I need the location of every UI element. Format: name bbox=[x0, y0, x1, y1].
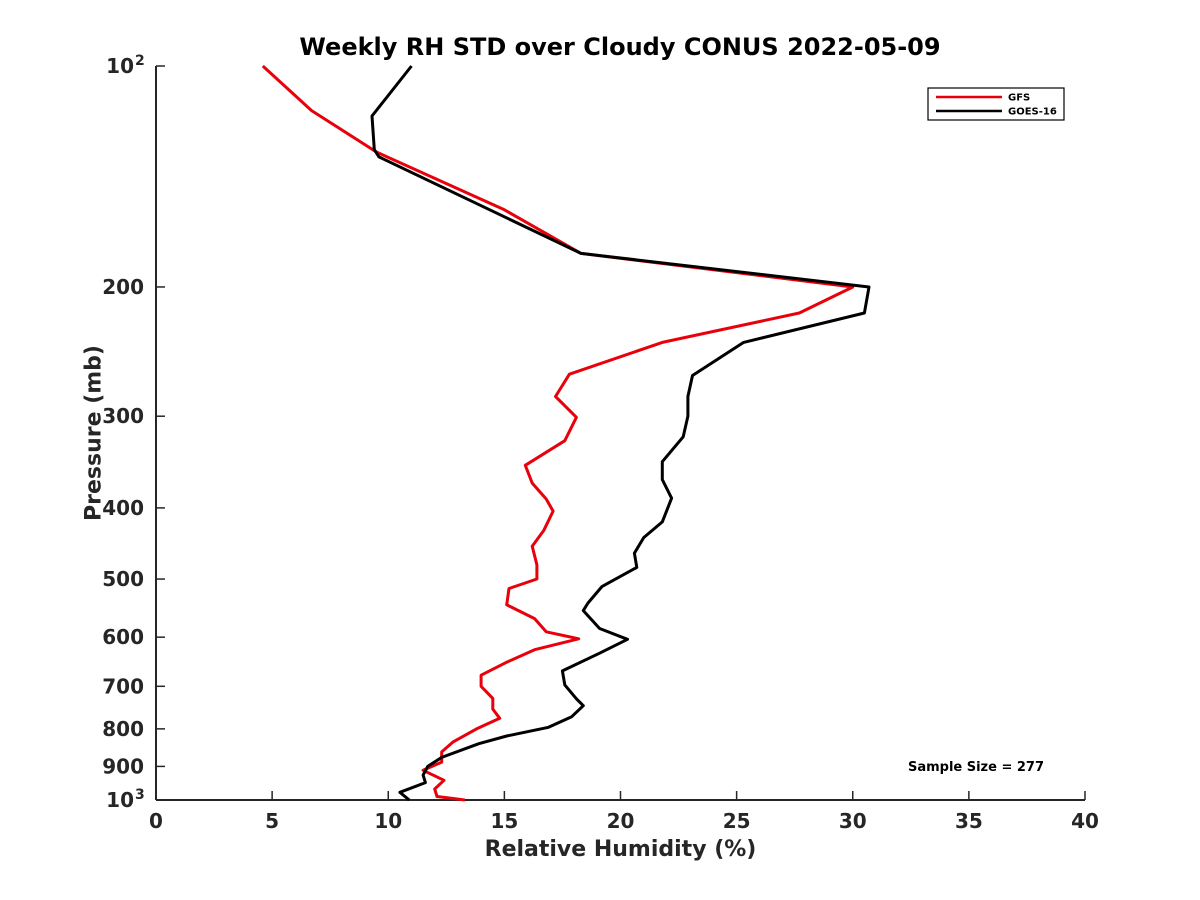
y-tick-label: 10 bbox=[106, 54, 134, 78]
y-tick-label: 500 bbox=[102, 567, 144, 591]
series-line-goes-16 bbox=[370, 65, 871, 802]
x-tick-label: 10 bbox=[374, 809, 402, 833]
sample-size-annotation: Sample Size = 277 bbox=[908, 760, 1044, 775]
y-tick-label: 200 bbox=[102, 275, 144, 299]
y-tick-label: 800 bbox=[102, 717, 144, 741]
series-lines bbox=[261, 64, 871, 802]
legend-label: GOES-16 bbox=[1008, 107, 1057, 118]
x-tick-label: 0 bbox=[149, 809, 163, 833]
x-tick-label: 30 bbox=[839, 809, 867, 833]
legend-label: GFS bbox=[1008, 93, 1030, 104]
x-axis-label: Relative Humidity (%) bbox=[485, 837, 757, 862]
legend: GFS GOES-16 bbox=[927, 87, 1065, 121]
x-tick-label: 40 bbox=[1071, 809, 1099, 833]
y-tick-label: 700 bbox=[102, 674, 144, 698]
y-tick-label: 300 bbox=[102, 404, 144, 428]
y-tick-label: 10 bbox=[106, 788, 134, 812]
x-tick-label: 5 bbox=[265, 809, 279, 833]
x-tick-label: 25 bbox=[723, 809, 751, 833]
x-tick-label: 35 bbox=[955, 809, 983, 833]
x-axis-ticks: 0 5 10 15 20 25 30 35 40 bbox=[149, 791, 1099, 833]
series-line-gfs bbox=[261, 64, 855, 802]
y-tick-exponent: 3 bbox=[135, 787, 145, 803]
x-tick-label: 15 bbox=[490, 809, 518, 833]
y-axis-label: Pressure (mb) bbox=[82, 345, 107, 521]
y-tick-label: 600 bbox=[102, 625, 144, 649]
x-tick-label: 20 bbox=[607, 809, 635, 833]
plot-frame bbox=[155, 66, 1085, 801]
chart-title: Weekly RH STD over Cloudy CONUS 2022-05-… bbox=[299, 33, 940, 61]
legend-box bbox=[927, 87, 1065, 121]
legend-items: GFS GOES-16 bbox=[936, 93, 1057, 118]
y-tick-label: 900 bbox=[102, 754, 144, 778]
y-tick-exponent: 2 bbox=[135, 53, 145, 69]
y-tick-label: 400 bbox=[102, 496, 144, 520]
